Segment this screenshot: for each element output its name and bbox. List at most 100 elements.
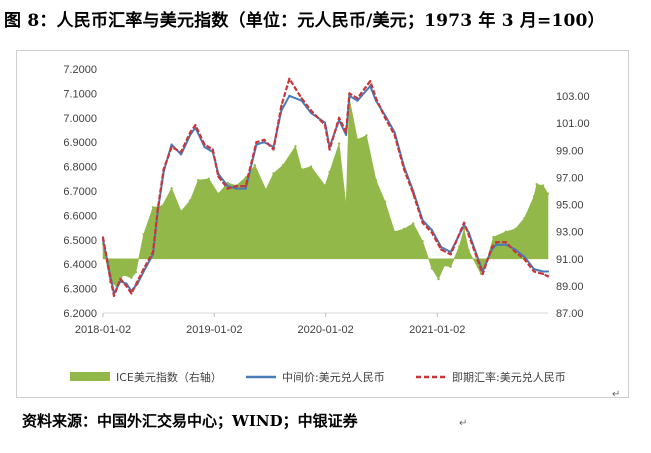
dollar-index-point [264,188,268,191]
dollar-index-point [142,233,145,236]
central-parity-point [523,255,526,258]
spot-rate-point [369,80,372,83]
dollar-index-area [102,98,549,287]
dollar-index-point [253,164,257,167]
spot-rate-point [119,277,122,280]
central-parity-point [323,121,327,124]
dollar-index-point [532,195,536,198]
y-right-tick-label: 97.00 [556,172,584,184]
dollar-index-point [226,181,229,185]
spot-rate-point [546,275,550,278]
spot-rate-point [345,131,348,134]
dollar-index-point [492,235,495,239]
dollar-index-point [393,230,396,233]
dollar-index-point [383,200,387,203]
central-parity-point [288,94,291,97]
dollar-index-point [179,210,183,213]
dollar-index-area-layer [101,97,550,288]
central-parity-point [542,270,545,273]
dollar-index-point [437,277,440,281]
central-parity-point [402,165,406,168]
spot-rate-point [136,280,139,283]
spot-rate-point [449,253,452,256]
dollar-index-point [309,165,313,168]
rate-lines-layer [101,77,550,297]
spot-rate-point [523,258,526,261]
y-left-tick-label: 6.8000 [63,162,97,174]
spot-rate-point [151,250,155,254]
spot-rate-point [300,97,303,100]
spot-rate-point [142,268,145,271]
spot-rate-point [328,148,331,151]
central-parity-point [449,250,452,254]
legend-label-dollar-index: ICE美元指数（右轴） [116,370,222,384]
dollar-index-point [412,222,415,225]
y-right-tick-label: 95.00 [556,200,584,212]
dollar-index-point [300,168,303,171]
dollar-index-point [161,204,164,208]
spot-rate-point [440,248,443,251]
spot-rate-point [490,246,493,249]
chart-svg: 6.2000 6.3000 6.4000 6.5000 6.6000 6.7000 6.80… [63,64,589,384]
y-left-tick-label: 6.4000 [63,259,97,271]
y-left-tick-label: 7.2000 [63,64,97,76]
central-parity-point [495,243,498,246]
spot-rate-point [226,187,229,190]
spot-rate-point [255,141,258,144]
y-left-tick-label: 6.3000 [63,284,97,296]
spot-rate-point [101,236,105,239]
x-tick-label: 2021-01-02 [409,324,465,336]
spot-rate-point [467,233,470,236]
dollar-index-point [546,192,550,195]
spot-rate-point [272,148,275,151]
y-right-tick-label: 99.00 [556,145,584,157]
x-tick-label: 2020-01-02 [298,324,354,336]
legend: ICE美元指数（右轴） 中间价:美元兑人民币 即期汇率:美元兑人民币 [70,370,566,384]
spot-rate-point [323,124,327,127]
central-parity-point [170,143,173,146]
dollar-index-point [170,187,173,190]
spot-rate-point [130,292,133,295]
spot-rate-point [203,143,206,146]
dollar-index-point [356,138,359,141]
central-parity-point [203,146,206,149]
dollar-index-point [294,145,297,148]
spot-rate-point [244,185,247,188]
spot-rate-point [384,116,387,119]
return-mark-icon: ↵ [459,418,468,429]
dollar-index-point [535,183,538,186]
y-right-tick-label: 89.00 [556,281,584,293]
y-left-tick-label: 6.6000 [63,210,97,222]
spot-rate-point [463,221,466,224]
dollar-index-point [189,199,192,202]
dollar-index-point [402,227,406,231]
spot-rate-point [412,192,415,195]
y-right-tick-label: 91.00 [556,254,584,266]
y-left-tick-label: 6.2000 [63,308,97,320]
dollar-index-point [523,216,526,220]
spot-rate-point [514,250,517,254]
central-parity-point [430,228,433,232]
dollar-index-point [344,204,348,208]
return-mark-icon: ↵ [612,389,621,400]
dollar-index-point [374,179,378,182]
spot-rate-point [108,275,112,278]
legend-label-spot-rate: 即期汇率:美元兑人民币 [452,370,566,384]
dollar-index-point [504,230,508,233]
central-parity-point [180,153,183,156]
spot-rate-point [112,294,116,297]
dollar-index-point [443,264,446,267]
dollar-index-point [430,267,433,270]
spot-rate-point [189,131,192,134]
dollar-index-point [449,265,452,269]
legend-label-central-parity: 中间价:美元兑人民币 [282,370,385,384]
dollar-index-point [281,164,285,167]
dollar-index-point [421,240,424,243]
spot-rate-point [532,270,536,273]
central-parity-point [504,243,507,246]
spot-rate-point [217,175,220,178]
spot-rate-point [495,241,498,244]
dollar-index-point [328,170,331,174]
central-parity-point [235,187,238,190]
spot-rate-point [374,97,378,100]
